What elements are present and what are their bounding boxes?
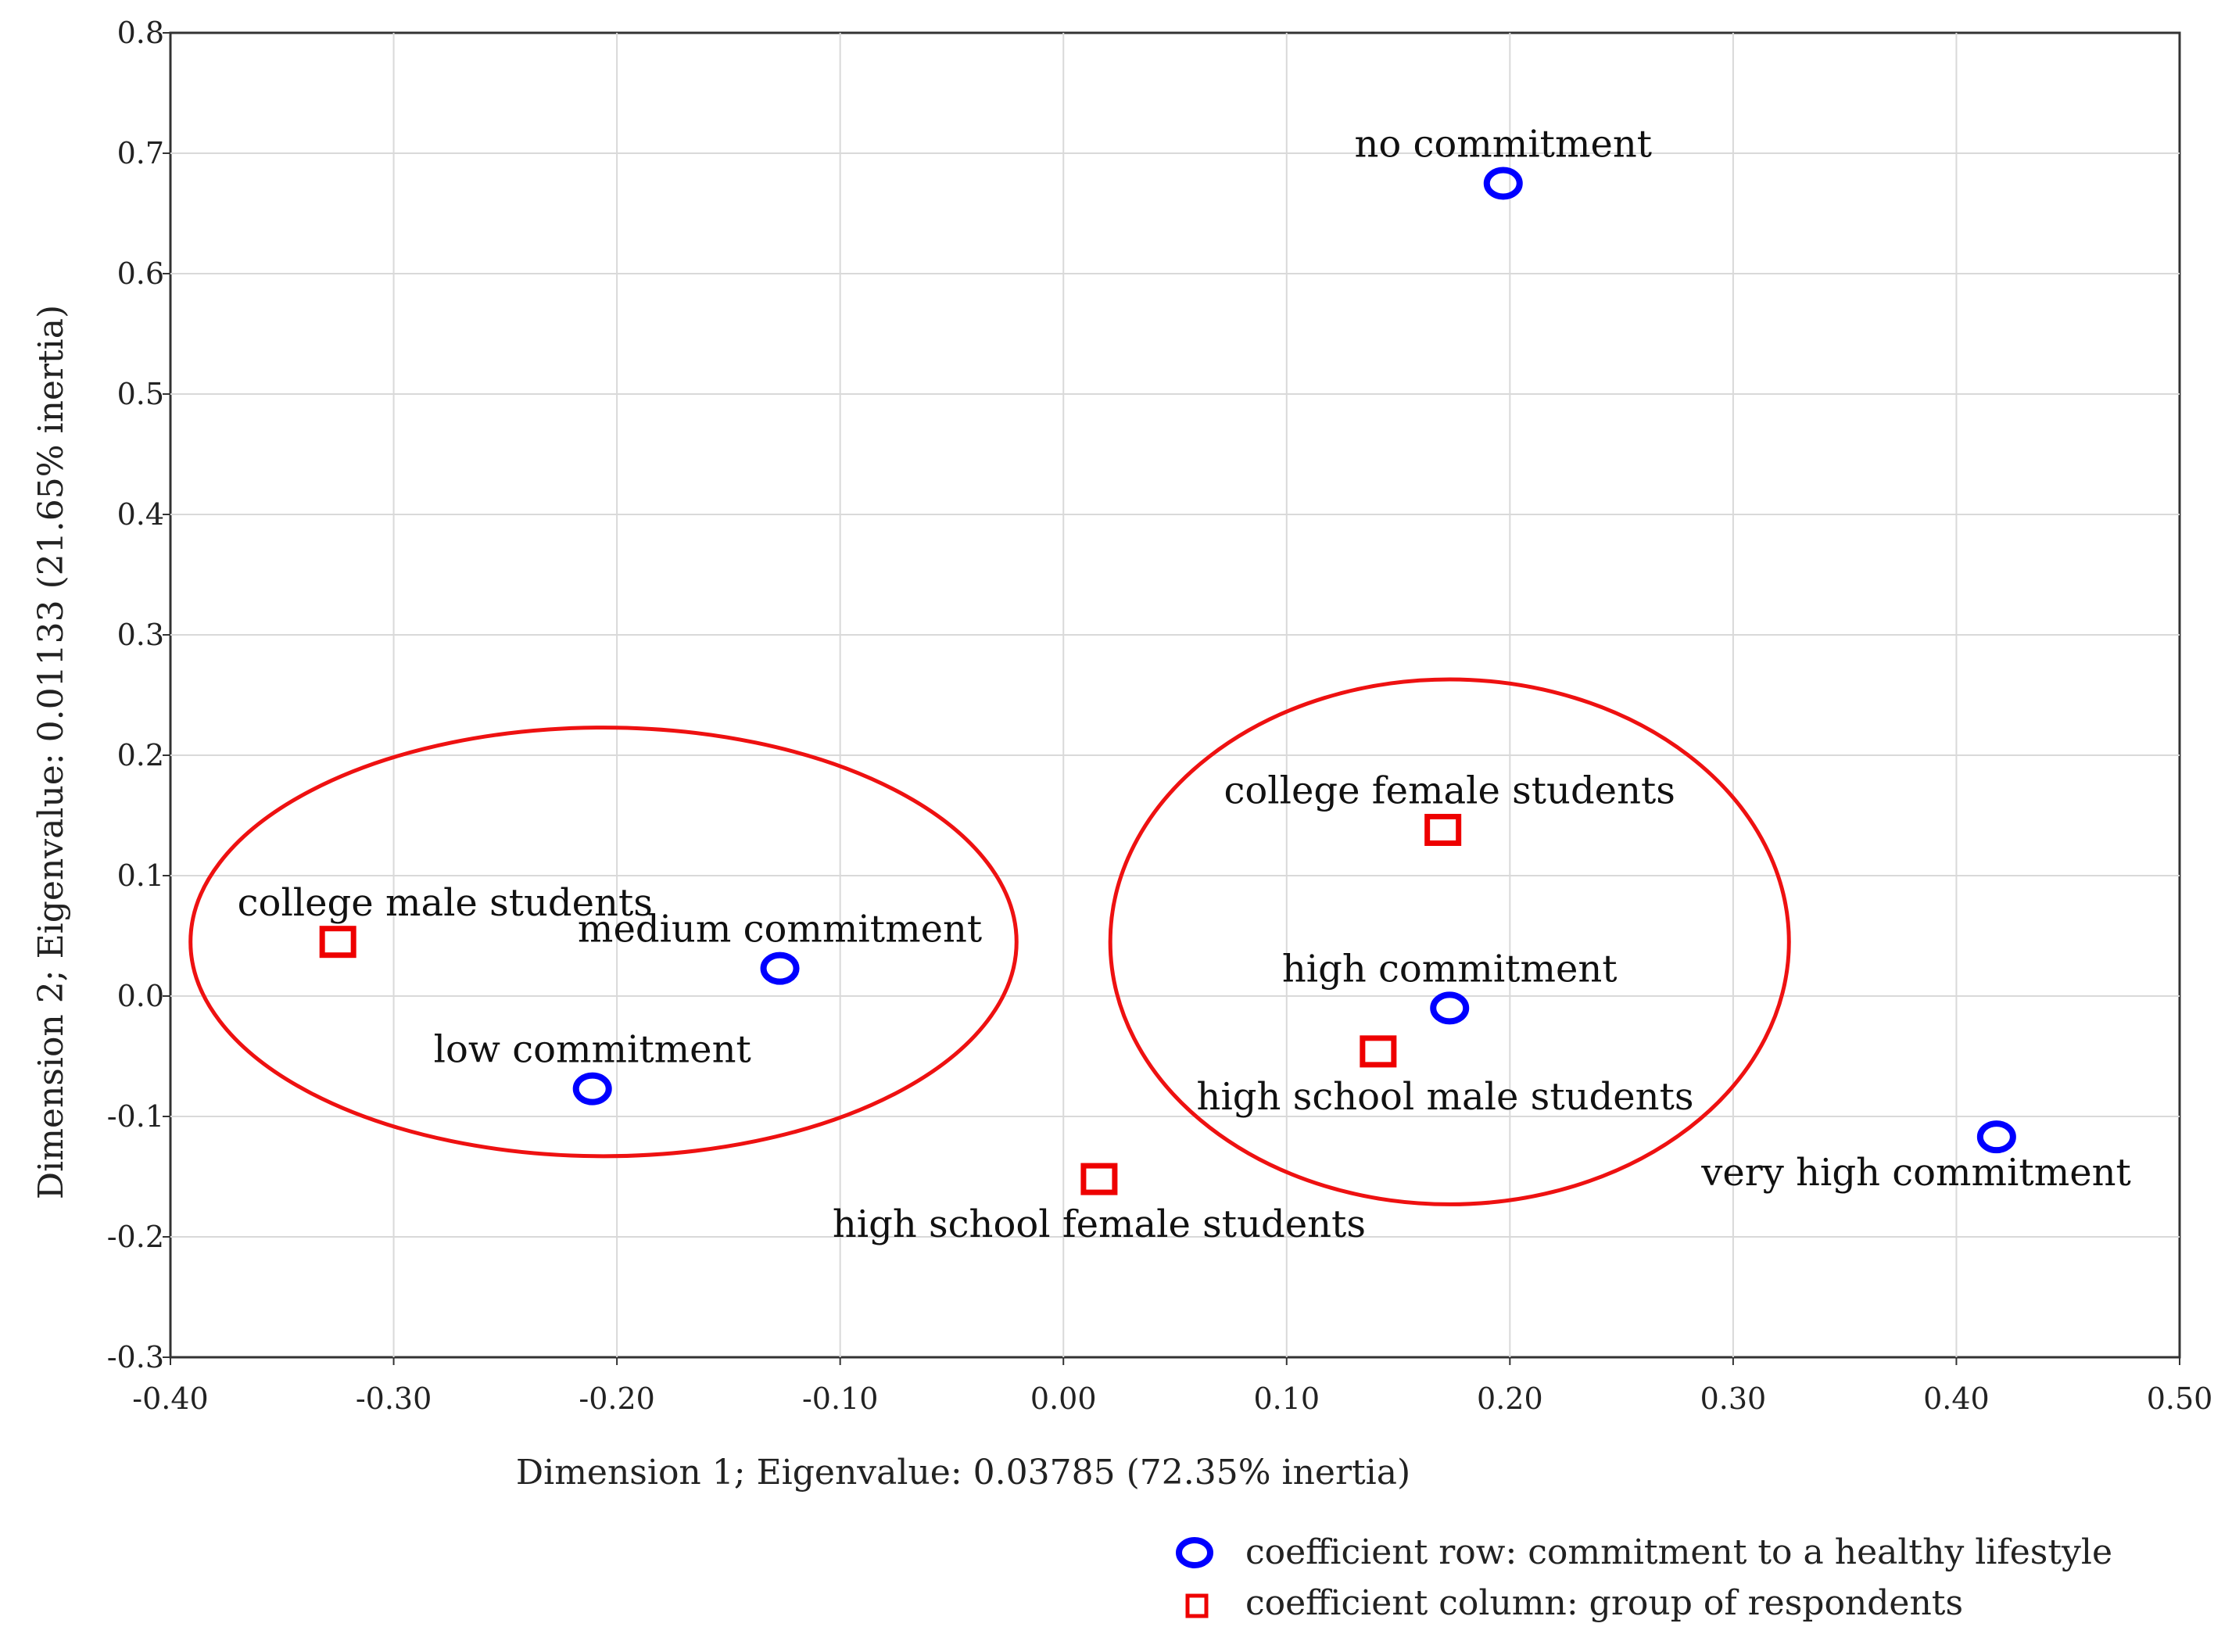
point-label: very high commitment: [1700, 1151, 2131, 1195]
point-label: high school female students: [833, 1202, 1366, 1246]
y-tick-label: -0.3: [107, 1340, 164, 1374]
y-tick-label: 0.7: [117, 136, 164, 170]
legend: coefficient row: commitment to a healthy…: [1176, 1532, 2112, 1623]
cluster-ellipses: [188, 677, 1791, 1206]
cluster-ellipse: [1108, 677, 1791, 1206]
x-tick-label: 0.30: [1700, 1381, 1767, 1416]
y-tick-label: 0.3: [117, 618, 164, 652]
y-tick-label: 0.5: [117, 377, 164, 411]
point-labels: no commitment medium commitment low commit…: [238, 123, 2131, 1246]
commitment-point-marker: [1976, 1120, 2016, 1154]
cluster-ellipse: [188, 726, 1019, 1159]
respondent-group-marker: [319, 926, 356, 959]
x-tick-label: 0.10: [1253, 1381, 1320, 1416]
point-label: high school male students: [1197, 1075, 1694, 1119]
commitment-point-marker: [572, 1072, 612, 1106]
x-tick-label: 0.00: [1030, 1381, 1097, 1416]
commitment-point-marker: [1483, 167, 1523, 200]
x-tick-label: 0.40: [1923, 1381, 1990, 1416]
x-axis-title: Dimension 1; Eigenvalue: 0.03785 (72.35%…: [516, 1453, 1410, 1493]
x-tick-label: 0.20: [1477, 1381, 1543, 1416]
respondent-group-marker: [1080, 1163, 1118, 1195]
plot-frame: [169, 31, 2181, 1359]
x-tick-label: -0.10: [802, 1381, 878, 1416]
point-label: medium commitment: [578, 908, 982, 951]
y-tick-label: 0.1: [117, 858, 164, 893]
respondent-group-marker: [1424, 813, 1462, 846]
data-points: [319, 167, 2016, 1195]
point-label: college male students: [238, 881, 653, 925]
grid-lines: [163, 32, 2180, 1365]
legend-column-label: coefficient column: group of respondents: [1245, 1583, 1963, 1623]
commitment-point-marker: [760, 951, 800, 985]
x-tick-label: -0.30: [356, 1381, 432, 1416]
y-tick-label: 0.6: [117, 256, 164, 291]
y-axis-title: Dimension 2; Eigenvalue: 0.01133 (21.65%…: [31, 305, 71, 1199]
y-tick-label: 0.4: [117, 497, 164, 532]
commitment-point-marker: [1430, 991, 1470, 1025]
x-tick-label: -0.20: [579, 1381, 654, 1416]
x-tick-label: 0.50: [2147, 1381, 2213, 1416]
y-tick-label: -0.2: [107, 1220, 164, 1254]
legend-row-label: coefficient row: commitment to a healthy…: [1245, 1532, 2112, 1572]
y-tick-label: 0.8: [117, 16, 164, 50]
y-tick-label: -0.1: [107, 1099, 164, 1134]
point-label: high commitment: [1282, 948, 1618, 991]
y-tick-label: 0.2: [117, 738, 164, 772]
legend-circle-marker: [1176, 1537, 1213, 1568]
y-tick-label: 0.0: [117, 979, 164, 1013]
point-label: college female students: [1224, 769, 1675, 813]
point-label: no commitment: [1354, 123, 1652, 167]
respondent-group-marker: [1360, 1035, 1397, 1068]
point-label: low commitment: [434, 1028, 751, 1072]
legend-square-marker: [1185, 1593, 1209, 1618]
x-tick-label: -0.40: [132, 1381, 208, 1416]
tick-labels: -0.40 -0.30 -0.20 -0.10 0.00 0.10 0.20 0.30 0.40…: [107, 16, 2213, 1416]
